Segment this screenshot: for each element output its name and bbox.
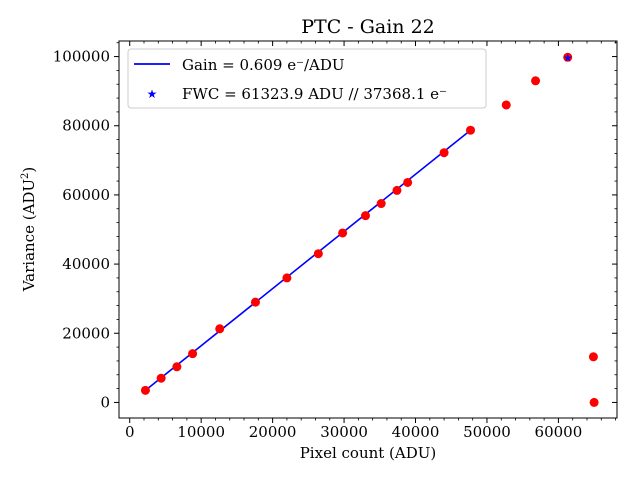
y-axis-label: Variance (ADU2) <box>20 167 38 293</box>
fit-line <box>144 129 472 391</box>
y-ticks: 0 20000 40000 60000 80000 100000 <box>53 42 617 411</box>
data-point <box>215 324 225 334</box>
y-tick-label: 20000 <box>62 324 110 342</box>
data-point <box>313 249 323 259</box>
axes-frame <box>118 40 618 419</box>
data-point <box>588 352 598 362</box>
legend: ★ Gain = 0.609 e⁻/ADU FWC = 61323.9 ADU … <box>127 48 487 109</box>
x-tick-label: 0 <box>125 423 135 441</box>
data-point <box>360 211 370 221</box>
legend-fwc-label: FWC = 61323.9 ADU // 37368.1 e⁻ <box>182 85 447 103</box>
y-tick-label: 60000 <box>62 186 110 204</box>
y-axis-label-text: Variance (ADU <box>20 179 38 292</box>
plot-layer: ★ <box>140 51 599 407</box>
chart-title: PTC - Gain 22 <box>301 16 435 38</box>
data-point <box>439 148 449 158</box>
x-tick-label: 40000 <box>392 423 440 441</box>
data-point <box>403 177 413 187</box>
data-point <box>466 125 476 135</box>
y-tick-label: 80000 <box>62 117 110 135</box>
x-tick-label: 20000 <box>249 423 297 441</box>
y-axis-label-superscript: 2 <box>20 173 31 179</box>
data-point <box>282 273 292 283</box>
x-tick-label: 50000 <box>463 423 511 441</box>
x-tick-label: 30000 <box>320 423 368 441</box>
data-point <box>250 297 260 307</box>
data-point <box>172 362 182 372</box>
legend-fwc-swatch: ★ <box>147 87 158 101</box>
data-point <box>531 76 541 86</box>
data-point <box>156 373 166 383</box>
legend-fit-label: Gain = 0.609 e⁻/ADU <box>182 56 345 74</box>
data-point <box>188 349 198 359</box>
data-point <box>501 100 511 110</box>
y-tick-label: 100000 <box>53 48 110 66</box>
data-point <box>338 228 348 238</box>
y-axis-label-tail: ) <box>20 167 38 173</box>
x-ticks: 0 10000 20000 30000 40000 50000 60000 <box>125 41 616 441</box>
data-point <box>392 185 402 195</box>
y-tick-label: 0 <box>100 393 110 411</box>
data-point <box>589 397 599 407</box>
data-point <box>563 52 573 62</box>
fwc-marker: ★ <box>563 51 573 64</box>
data-point <box>140 385 150 395</box>
data-point <box>376 199 386 209</box>
x-tick-label: 10000 <box>177 423 225 441</box>
legend-box <box>127 48 487 109</box>
y-tick-label: 40000 <box>62 255 110 273</box>
x-tick-label: 60000 <box>535 423 583 441</box>
x-axis-label: Pixel count (ADU) <box>300 444 437 462</box>
